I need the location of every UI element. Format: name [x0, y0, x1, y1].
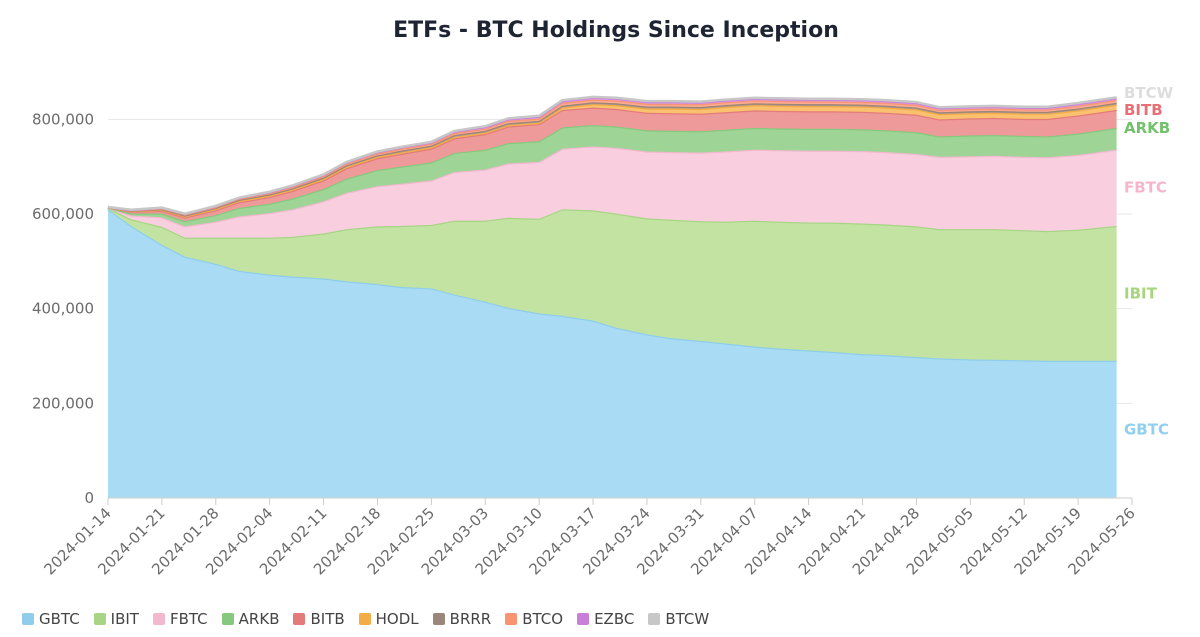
legend-item-ibit[interactable]: IBIT [93, 610, 139, 628]
legend-item-fbtc[interactable]: FBTC [152, 610, 208, 628]
y-tick-label: 0 [84, 489, 94, 507]
end-label-gbtc: GBTC [1124, 420, 1169, 438]
legend-label: FBTC [169, 610, 208, 628]
end-label-btcw: BTCW [1124, 84, 1174, 102]
end-label-bitb: BITB [1124, 101, 1163, 119]
legend-item-gbtc[interactable]: GBTC [22, 610, 80, 628]
legend-label: GBTC [39, 610, 80, 628]
y-tick-label: 200,000 [32, 394, 94, 412]
legend-label: IBIT [110, 610, 139, 628]
legend-label: HODL [375, 610, 419, 628]
legend-swatch [505, 613, 518, 625]
y-tick-label: 800,000 [32, 110, 94, 128]
area-ibit[interactable] [108, 207, 1117, 361]
legend-swatch [93, 613, 106, 625]
area-series-group [107, 95, 1117, 498]
legend-item-arkb[interactable]: ARKB [221, 610, 280, 628]
legend-label: EZBC [594, 610, 635, 628]
line-btcw [107, 95, 1117, 216]
legend-label: BTCO [522, 610, 564, 628]
legend: GBTC IBIT FBTC ARKB BITB HODL BRRR BTCO EZBC BTCW [22, 610, 723, 628]
legend-swatch [221, 613, 234, 625]
legend-item-btco[interactable]: BTCO [505, 610, 563, 628]
legend-swatch [22, 613, 34, 625]
legend-swatch [152, 613, 165, 625]
legend-swatch [293, 613, 306, 625]
legend-item-hodl[interactable]: HODL [358, 610, 419, 628]
end-label-ibit: IBIT [1124, 284, 1158, 302]
area-gbtc[interactable] [108, 209, 1117, 498]
area-arkb[interactable] [108, 125, 1117, 227]
legend-item-bitb[interactable]: BITB [293, 610, 345, 628]
legend-item-ezbc[interactable]: EZBC [577, 610, 634, 628]
legend-label: BRRR [449, 610, 492, 628]
area-fbtc[interactable] [108, 146, 1117, 238]
legend-swatch [648, 613, 661, 625]
legend-item-brrr[interactable]: BRRR [432, 610, 492, 628]
y-tick-label: 600,000 [32, 205, 94, 223]
legend-swatch [432, 613, 445, 625]
y-tick-label: 400,000 [32, 300, 94, 318]
legend-item-btcw[interactable]: BTCW [648, 610, 709, 628]
area-hodl[interactable] [108, 104, 1117, 218]
legend-swatch [577, 613, 590, 625]
legend-label: ARKB [238, 610, 280, 628]
end-label-fbtc: FBTC [1124, 179, 1167, 197]
legend-swatch [358, 613, 371, 625]
legend-label: BTCW [665, 610, 710, 628]
legend-label: BITB [310, 610, 345, 628]
end-label-arkb: ARKB [1124, 119, 1170, 137]
chart-title: ETFs - BTC Holdings Since Inception [393, 18, 839, 43]
area-btco[interactable] [108, 99, 1117, 216]
